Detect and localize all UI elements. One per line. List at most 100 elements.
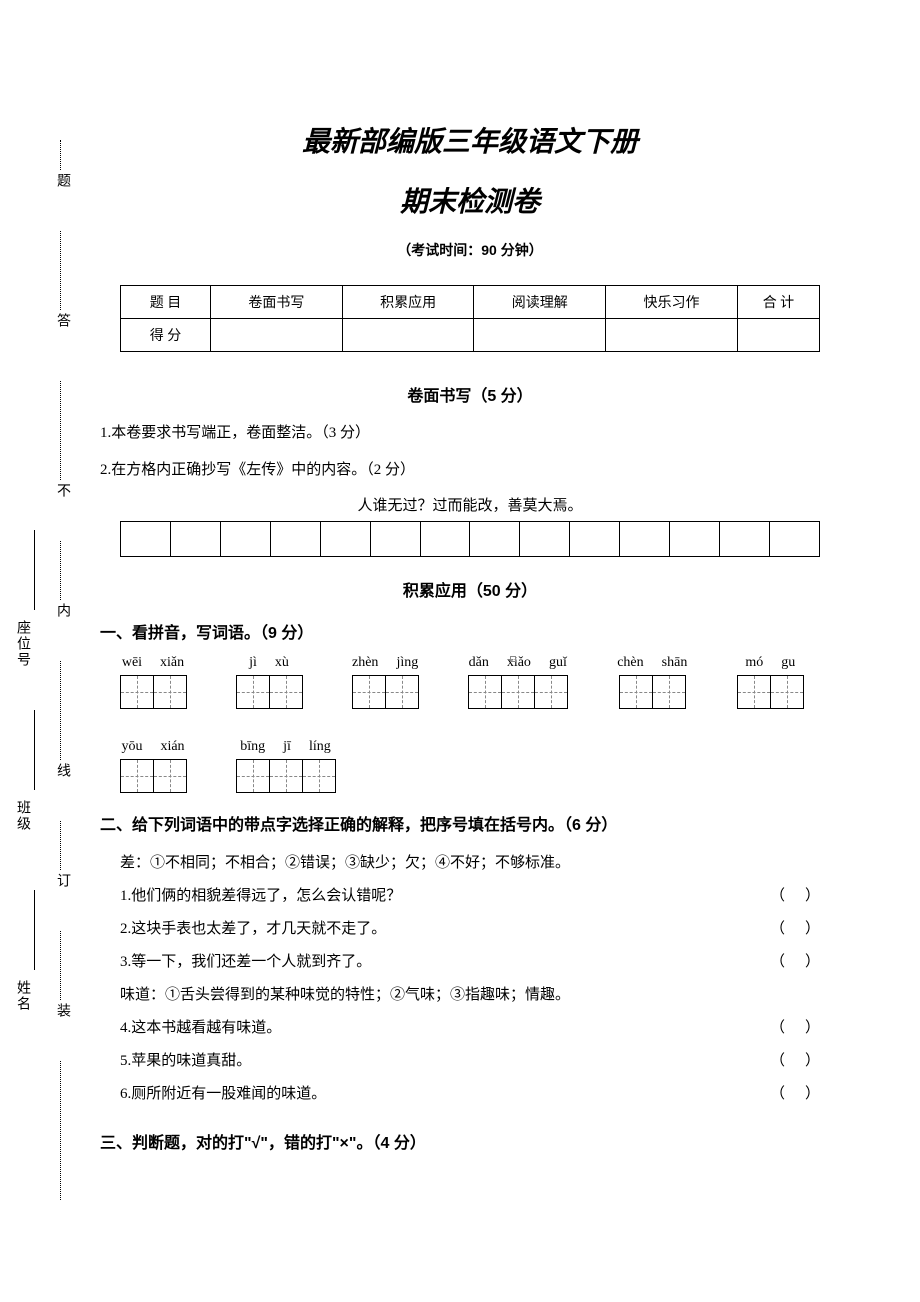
pinyin-item: dǎnxiǎoguǐ xyxy=(468,655,567,709)
score-cell-4[interactable] xyxy=(606,319,738,352)
copy-cell[interactable] xyxy=(420,521,470,557)
score-table-header-row: 题 目 卷面书写 积累应用 阅读理解 快乐习作 合 计 xyxy=(121,286,820,319)
pinyin-syllable: jìng xyxy=(396,655,418,671)
copy-cell[interactable] xyxy=(170,521,220,557)
char-box[interactable] xyxy=(737,675,771,709)
char-boxes xyxy=(619,675,685,709)
score-row-label: 得 分 xyxy=(121,319,211,352)
pinyin-syllable: líng xyxy=(309,739,331,755)
copy-cell[interactable] xyxy=(769,521,820,557)
q2-def-weidao: 味道：①舌头尝得到的某种味觉的特性；②气味；③指趣味；情趣。 xyxy=(120,979,840,1012)
char-boxes xyxy=(120,675,186,709)
char-box[interactable] xyxy=(302,759,336,793)
pinyin-syllable: yōu xyxy=(121,739,142,755)
section2-title: 积累应用（50 分） xyxy=(100,577,840,601)
q2-def-chai: 差：①不相同；不相合；②错误；③缺少；欠；④不好；不够标准。 xyxy=(120,847,840,880)
copy-cell[interactable] xyxy=(320,521,370,557)
char-box[interactable] xyxy=(534,675,568,709)
char-boxes xyxy=(468,675,567,709)
copy-cell[interactable] xyxy=(719,521,769,557)
pinyin-item: mógu xyxy=(737,655,803,709)
pinyin-row: mógu xyxy=(745,655,795,671)
section1-item1: 1.本卷要求书写端正，卷面整洁。（3 分） xyxy=(100,420,840,447)
pinyin-row: chènshān xyxy=(617,655,687,671)
char-box[interactable] xyxy=(153,675,187,709)
copy-cell[interactable] xyxy=(669,521,719,557)
char-box[interactable] xyxy=(236,759,270,793)
copy-cell[interactable] xyxy=(270,521,320,557)
char-box[interactable] xyxy=(652,675,686,709)
side-underline-seat xyxy=(34,530,35,610)
char-box[interactable] xyxy=(770,675,804,709)
pinyin-syllable: jì xyxy=(249,655,257,671)
score-cell-3[interactable] xyxy=(474,319,606,352)
copy-cell[interactable] xyxy=(120,521,170,557)
copy-cell[interactable] xyxy=(619,521,669,557)
pinyin-row: jìxù xyxy=(249,655,289,671)
q2-line-4: 4.这本书越看越有味道。 （） xyxy=(120,1012,840,1045)
pinyin-row: dǎnxiǎoguǐ xyxy=(469,655,567,671)
q2-paren-5[interactable]: （） xyxy=(770,1045,840,1078)
q2-paren-6[interactable]: （） xyxy=(770,1078,840,1111)
doc-title-1: 最新部编版三年级语文下册 xyxy=(100,120,840,160)
binding-char-zhuang: 装 xyxy=(52,1000,72,1060)
pinyin-row: yōuxián xyxy=(121,739,184,755)
char-box[interactable] xyxy=(236,675,270,709)
copy-cell[interactable] xyxy=(519,521,569,557)
q2-line-6: 6.厕所附近有一股难闻的味道。（） xyxy=(120,1078,840,1111)
q2-title: 二、给下列词语中的带点字选择正确的解释，把序号填在括号内。（6 分） xyxy=(100,811,840,835)
char-box[interactable] xyxy=(468,675,502,709)
char-box[interactable] xyxy=(269,759,303,793)
char-box[interactable] xyxy=(269,675,303,709)
score-header-5: 合 计 xyxy=(737,286,819,319)
score-header-2: 积累应用 xyxy=(342,286,474,319)
section1-quote: 人谁无过？过而能改，善莫大焉。 xyxy=(100,494,840,515)
pinyin-row: zhèn jìng xyxy=(352,655,418,671)
pinyin-syllable: jī xyxy=(283,739,291,755)
char-box[interactable] xyxy=(385,675,419,709)
side-label-name: 姓名 xyxy=(12,980,32,1012)
pinyin-syllable: xiǎn xyxy=(160,655,184,671)
pinyin-syllable: chèn xyxy=(617,655,643,671)
q2-paren-3[interactable]: （） xyxy=(770,946,840,979)
copy-cell[interactable] xyxy=(370,521,420,557)
char-box[interactable] xyxy=(120,759,154,793)
char-box[interactable] xyxy=(619,675,653,709)
score-cell-1[interactable] xyxy=(211,319,343,352)
score-table-score-row: 得 分 xyxy=(121,319,820,352)
q2-line-4-text: 4.这本书越看越有味道。 xyxy=(120,1012,281,1045)
section1-item2: 2.在方格内正确抄写《左传》中的内容。（2 分） xyxy=(100,457,840,484)
q2-paren-1[interactable]: （） xyxy=(770,880,840,913)
copy-cell[interactable] xyxy=(469,521,519,557)
score-cell-5[interactable] xyxy=(737,319,819,352)
pinyin-syllable: zhèn xyxy=(352,655,378,671)
copy-grid xyxy=(120,521,820,557)
q2-line-2: 2.这块手表也太差了，才几天就不走了。（） xyxy=(120,913,840,946)
char-box[interactable] xyxy=(501,675,535,709)
pinyin-item: zhèn jìng xyxy=(352,655,418,709)
char-box[interactable] xyxy=(120,675,154,709)
side-label-seat: 座位号 xyxy=(12,620,32,668)
pinyin-syllable: gu xyxy=(781,655,795,671)
q2-line-3-text: 3.等一下，我们还差一个人就到齐了。 xyxy=(120,946,371,979)
copy-cell[interactable] xyxy=(220,521,270,557)
char-boxes xyxy=(120,759,186,793)
binding-char-ti: 题 xyxy=(52,170,72,230)
binding-char-da: 答 xyxy=(52,310,72,370)
binding-char-bu: 不 xyxy=(52,480,72,540)
score-cell-2[interactable] xyxy=(342,319,474,352)
score-header-4: 快乐习作 xyxy=(606,286,738,319)
exam-time: （考试时间：90 分钟） xyxy=(100,240,840,260)
binding-char-ding: 订 xyxy=(52,870,72,930)
pinyin-syllable: bīng xyxy=(240,739,265,755)
q2-paren-4[interactable]: （） xyxy=(770,1012,840,1045)
char-box[interactable] xyxy=(352,675,386,709)
copy-cell[interactable] xyxy=(569,521,619,557)
char-box[interactable] xyxy=(153,759,187,793)
score-header-1: 卷面书写 xyxy=(211,286,343,319)
q2-paren-2[interactable]: （） xyxy=(770,913,840,946)
pinyin-row: bīng jī líng xyxy=(240,739,330,755)
pinyin-syllable: guǐ xyxy=(549,655,567,671)
pinyin-item: jìxù xyxy=(236,655,302,709)
char-boxes xyxy=(236,675,302,709)
